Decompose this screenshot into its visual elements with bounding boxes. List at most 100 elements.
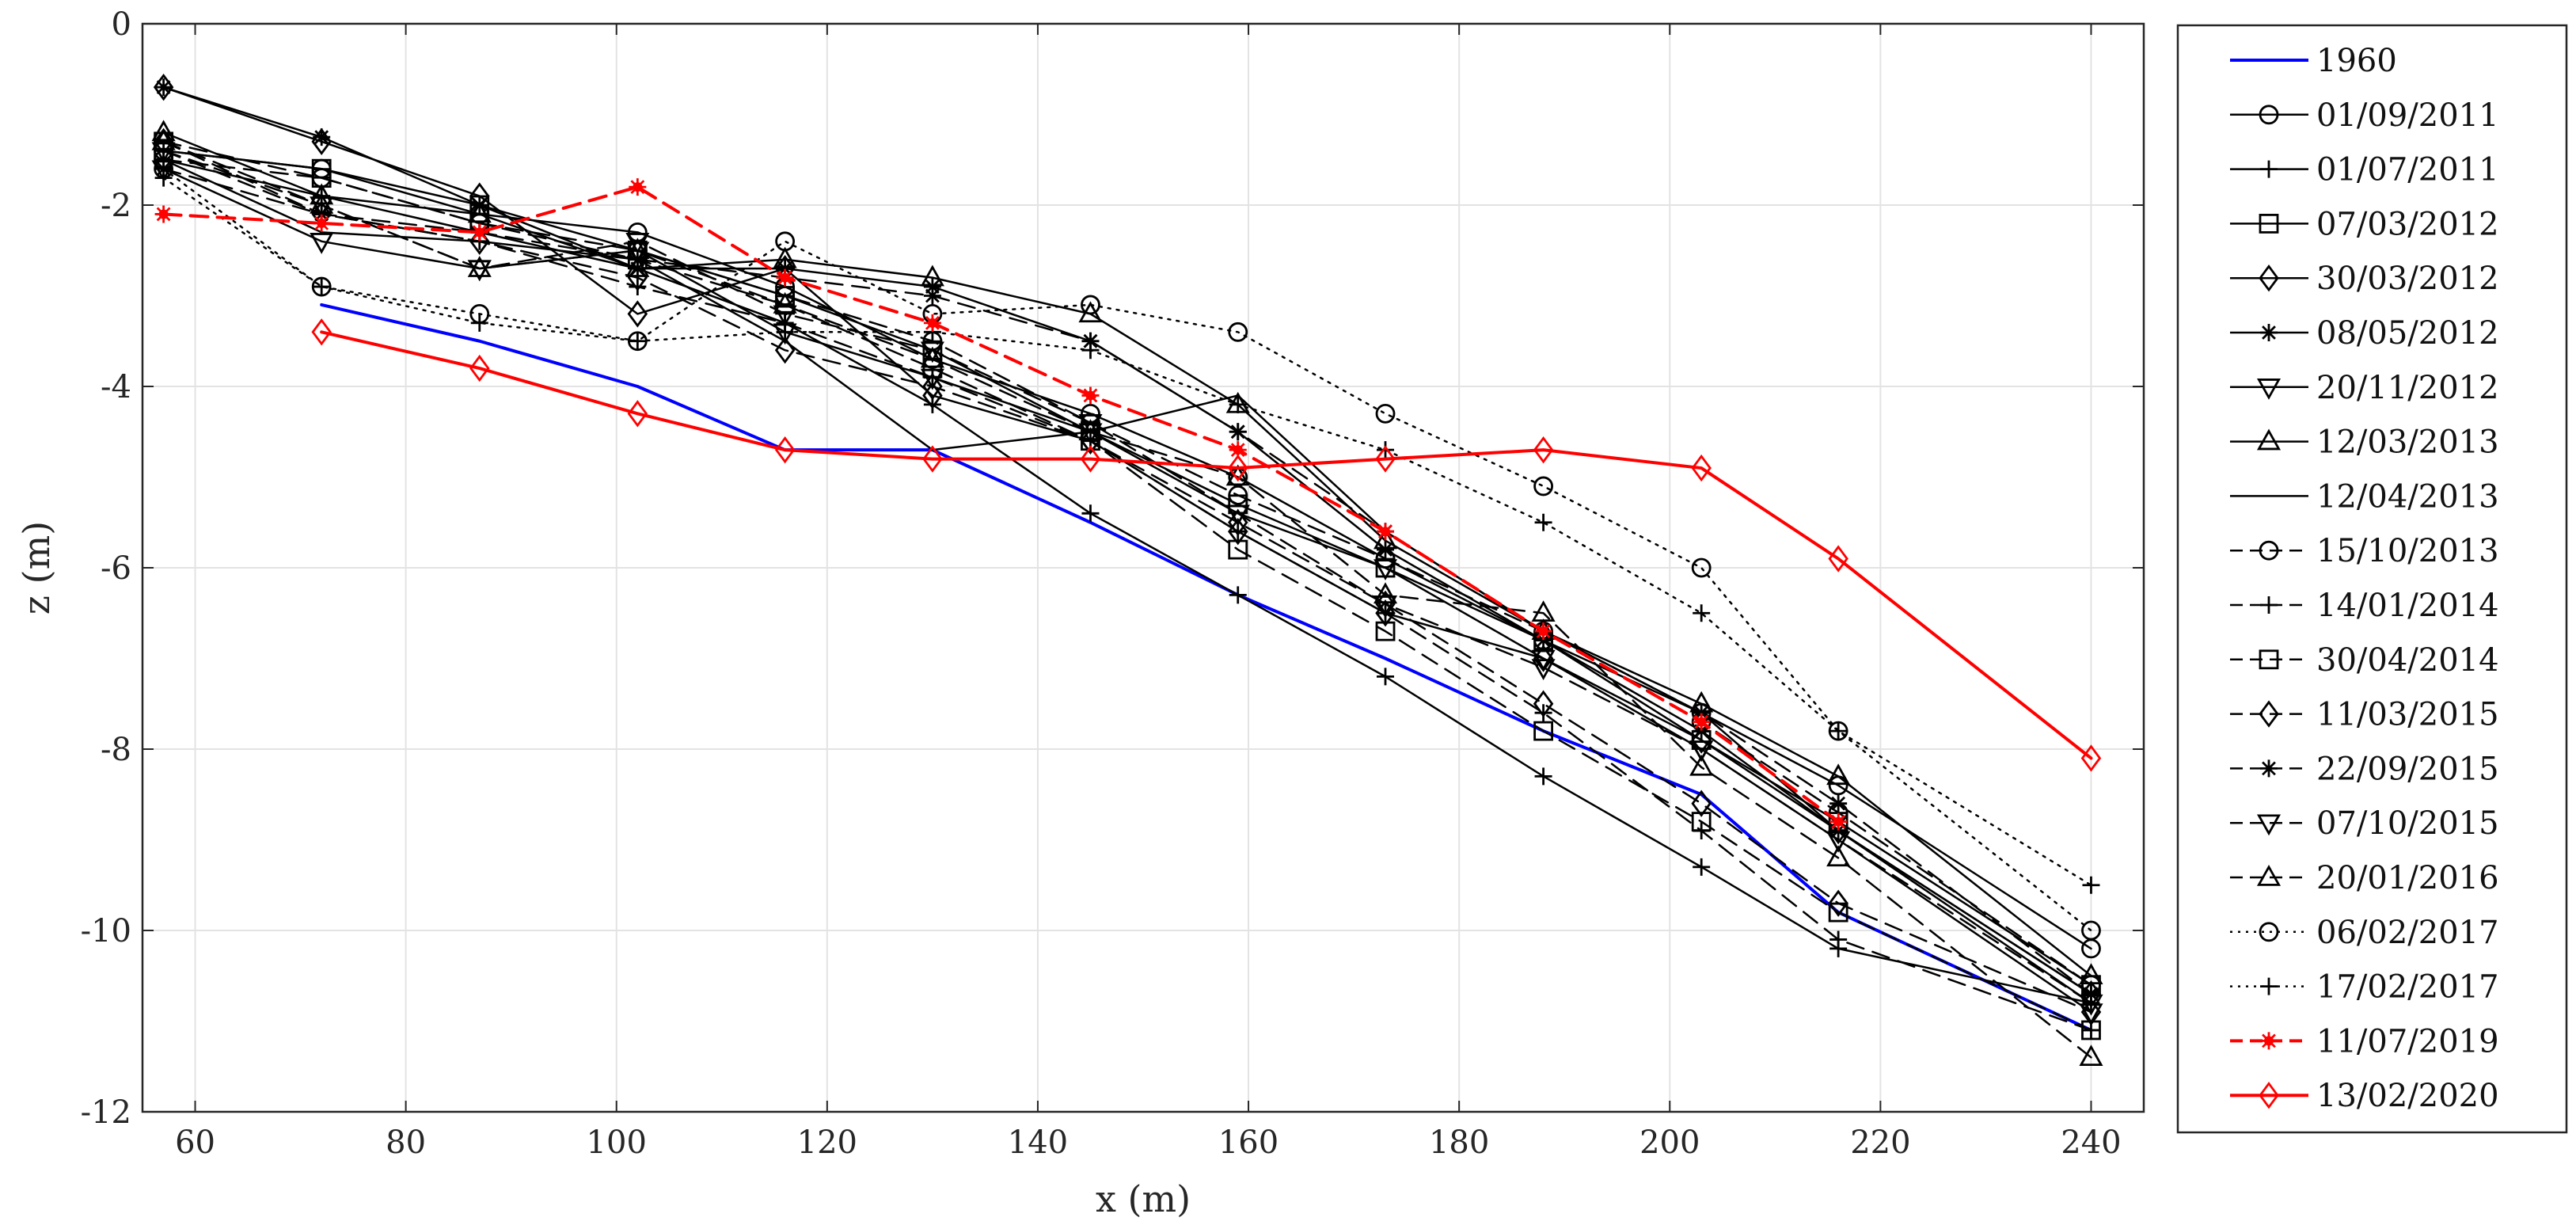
data-point-marker [311,318,332,346]
data-point-marker [1691,454,1712,482]
legend-entry: 20/11/2012 [2230,370,2499,406]
y-tick-label: -10 [81,913,131,949]
legend-entry: 17/02/2017 [2230,969,2499,1006]
series-line [320,330,2093,760]
data-point-marker [1373,559,1398,581]
data-point-marker [1693,604,1711,622]
data-point-marker [2079,1044,2103,1067]
data-point-marker [773,291,797,314]
data-point-marker [1229,395,1247,413]
legend-label: 14/01/2014 [2316,588,2499,624]
legend-marker [2260,324,2278,341]
series-line [162,140,2092,1059]
y-tick-label: 0 [112,6,131,43]
legend-label: 17/02/2017 [2316,969,2499,1006]
axes: 60 80 100 120 140 160 180 200 220 240 0 -2 -4 -6 -8 -10… [81,6,2144,1161]
data-point-marker [151,142,176,164]
data-point-marker [2079,1003,2103,1025]
data-point-marker [627,264,648,291]
data-point-marker [1375,549,1396,569]
legend-box [2176,24,2568,1134]
data-point-marker [1373,595,1398,617]
data-point-marker [775,231,796,252]
legend-entry: 12/04/2013 [2230,478,2499,515]
data-point-marker [1533,721,1553,741]
data-point-marker [1225,504,1250,527]
data-point-marker [2082,985,2100,1003]
data-point-marker [629,332,647,350]
data-point-marker [627,400,648,428]
legend-entry: 01/09/2011 [2230,97,2499,134]
legend-entry: 13/02/2020 [2230,1078,2499,1114]
legend-entry: 08/05/2012 [2230,315,2499,352]
x-tick-label: 240 [2061,1124,2121,1161]
data-point-marker [1228,539,1248,560]
data-point-marker [1229,586,1247,604]
data-point-marker [1228,322,1248,342]
data-point-marker [1377,441,1395,459]
x-tick-label: 80 [386,1124,426,1161]
data-point-marker [1693,858,1711,876]
data-point-marker [2079,963,2103,984]
x-tick-label: 220 [1850,1124,1910,1161]
legend-label: 20/11/2012 [2316,370,2499,406]
legend-entry: 11/07/2019 [2230,1023,2499,1060]
data-point-marker [1828,889,1848,917]
series-20 [311,318,2102,772]
data-point-marker [1689,740,1714,763]
data-point-marker [1689,754,1714,776]
data-point-marker [773,246,797,268]
data-point-marker [1375,445,1396,473]
legend-marker-core [2264,1036,2274,1046]
data-point-marker-core [927,318,937,328]
data-point-marker [1693,704,1711,722]
data-point-marker [1229,423,1247,441]
data-point-marker [627,300,648,328]
data-point-marker [776,260,794,278]
legend-entry: 06/02/2017 [2230,915,2499,951]
legend-entry: 11/03/2015 [2230,697,2499,733]
data-point-marker [151,120,176,142]
legend-label: 22/09/2015 [2316,751,2499,787]
legend-label: 07/03/2012 [2316,206,2499,242]
data-point-marker [920,264,944,287]
legend-marker [2256,814,2282,836]
x-tick-label: 100 [587,1124,647,1161]
legend-label: 12/04/2013 [2316,478,2499,515]
data-point-marker [467,201,492,223]
data-point-marker [922,372,943,401]
series-line [162,167,2092,932]
legend: 1960 01/09/2011 01/07/2011 07/03/2012 30/03/… [2176,24,2568,1134]
legend-marker [2260,596,2278,614]
data-point-marker [923,287,941,305]
legend-entry: 1960 [2230,43,2397,79]
x-axis-label: x (m) [1096,1178,1191,1220]
data-point-marker [2079,994,2103,1016]
data-point-marker [470,314,488,332]
legend-entry: 14/01/2014 [2230,588,2499,624]
x-tick-label: 140 [1008,1124,1068,1161]
data-point-marker [625,238,650,260]
data-point-marker-core [158,209,169,219]
legend-label: 11/03/2015 [2316,697,2499,733]
data-point-marker [1078,414,1103,436]
data-point-marker [1228,454,1248,482]
series-line [162,140,2092,1014]
data-point-marker [1826,831,1851,853]
legend-label: 11/07/2019 [2316,1023,2499,1060]
data-point-marker-core [1381,527,1391,537]
data-point-marker [773,305,797,327]
data-point-marker [776,323,794,341]
data-point-marker [153,73,174,101]
data-point-marker [629,250,647,268]
legend-entry: 12/03/2013 [2230,424,2499,461]
legend-entry: 07/03/2012 [2230,206,2499,242]
legend-label: 1960 [2316,43,2397,79]
data-point-marker-core [1085,390,1096,401]
legend-marker [2259,1081,2279,1109]
data-point-marker [1691,557,1712,578]
legend-marker [2260,160,2278,178]
data-point-marker [1228,508,1248,536]
legend-label: 30/03/2012 [2316,261,2499,297]
data-point-marker [1691,790,1712,817]
